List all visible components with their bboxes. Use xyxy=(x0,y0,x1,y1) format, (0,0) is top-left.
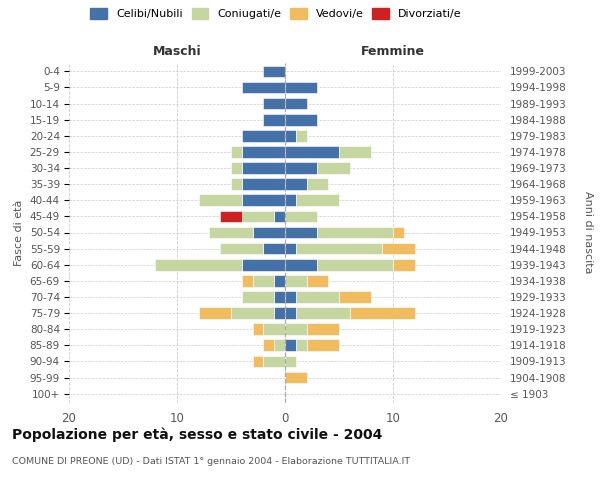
Bar xyxy=(263,66,285,77)
Bar xyxy=(285,194,296,206)
Bar xyxy=(339,291,371,303)
Bar xyxy=(242,291,274,303)
Bar xyxy=(285,146,339,158)
Bar xyxy=(285,114,317,126)
Bar xyxy=(242,259,285,270)
Bar xyxy=(274,308,285,319)
Bar xyxy=(307,340,339,351)
Bar xyxy=(263,356,285,367)
Bar xyxy=(285,82,317,94)
Bar xyxy=(242,162,285,174)
Bar xyxy=(285,98,307,110)
Bar xyxy=(253,356,263,367)
Bar xyxy=(285,291,296,303)
Bar xyxy=(220,210,242,222)
Bar xyxy=(285,178,307,190)
Bar xyxy=(263,114,285,126)
Bar xyxy=(231,178,242,190)
Bar xyxy=(285,324,307,335)
Bar xyxy=(231,162,242,174)
Bar xyxy=(296,130,307,141)
Text: COMUNE DI PREONE (UD) - Dati ISTAT 1° gennaio 2004 - Elaborazione TUTTITALIA.IT: COMUNE DI PREONE (UD) - Dati ISTAT 1° ge… xyxy=(12,458,410,466)
Bar xyxy=(296,243,382,254)
Bar xyxy=(393,226,404,238)
Bar xyxy=(199,308,231,319)
Bar xyxy=(263,98,285,110)
Text: Popolazione per età, sesso e stato civile - 2004: Popolazione per età, sesso e stato civil… xyxy=(12,428,382,442)
Bar xyxy=(296,291,339,303)
Bar xyxy=(285,308,296,319)
Bar xyxy=(307,275,328,286)
Bar xyxy=(307,324,339,335)
Bar xyxy=(296,194,339,206)
Bar xyxy=(393,259,415,270)
Bar xyxy=(242,275,253,286)
Bar xyxy=(274,340,285,351)
Bar xyxy=(231,308,274,319)
Bar xyxy=(274,275,285,286)
Bar xyxy=(285,130,296,141)
Bar xyxy=(317,226,393,238)
Bar xyxy=(285,226,317,238)
Bar xyxy=(263,324,285,335)
Bar xyxy=(199,194,242,206)
Text: Maschi: Maschi xyxy=(152,44,202,58)
Bar xyxy=(317,259,393,270)
Text: Femmine: Femmine xyxy=(361,44,425,58)
Bar xyxy=(285,243,296,254)
Bar xyxy=(242,210,274,222)
Legend: Celibi/Nubili, Coniugati/e, Vedovi/e, Divorziati/e: Celibi/Nubili, Coniugati/e, Vedovi/e, Di… xyxy=(86,4,466,24)
Bar xyxy=(253,226,285,238)
Bar xyxy=(296,308,350,319)
Bar xyxy=(285,259,317,270)
Bar xyxy=(242,82,285,94)
Bar xyxy=(263,340,274,351)
Bar xyxy=(242,146,285,158)
Y-axis label: Fasce di età: Fasce di età xyxy=(14,200,24,266)
Bar xyxy=(285,356,296,367)
Bar xyxy=(285,340,296,351)
Bar xyxy=(382,243,415,254)
Bar xyxy=(285,372,307,384)
Bar xyxy=(220,243,263,254)
Bar xyxy=(350,308,415,319)
Bar xyxy=(242,194,285,206)
Bar xyxy=(339,146,371,158)
Bar xyxy=(296,340,307,351)
Bar xyxy=(253,275,274,286)
Bar xyxy=(231,146,242,158)
Bar xyxy=(253,324,263,335)
Bar xyxy=(285,275,307,286)
Bar xyxy=(285,162,317,174)
Bar xyxy=(209,226,253,238)
Bar xyxy=(307,178,328,190)
Bar xyxy=(155,259,242,270)
Bar xyxy=(317,162,350,174)
Y-axis label: Anni di nascita: Anni di nascita xyxy=(583,191,593,274)
Bar xyxy=(274,291,285,303)
Bar xyxy=(263,243,285,254)
Bar xyxy=(242,178,285,190)
Bar xyxy=(274,210,285,222)
Bar xyxy=(285,210,317,222)
Bar xyxy=(242,130,285,141)
